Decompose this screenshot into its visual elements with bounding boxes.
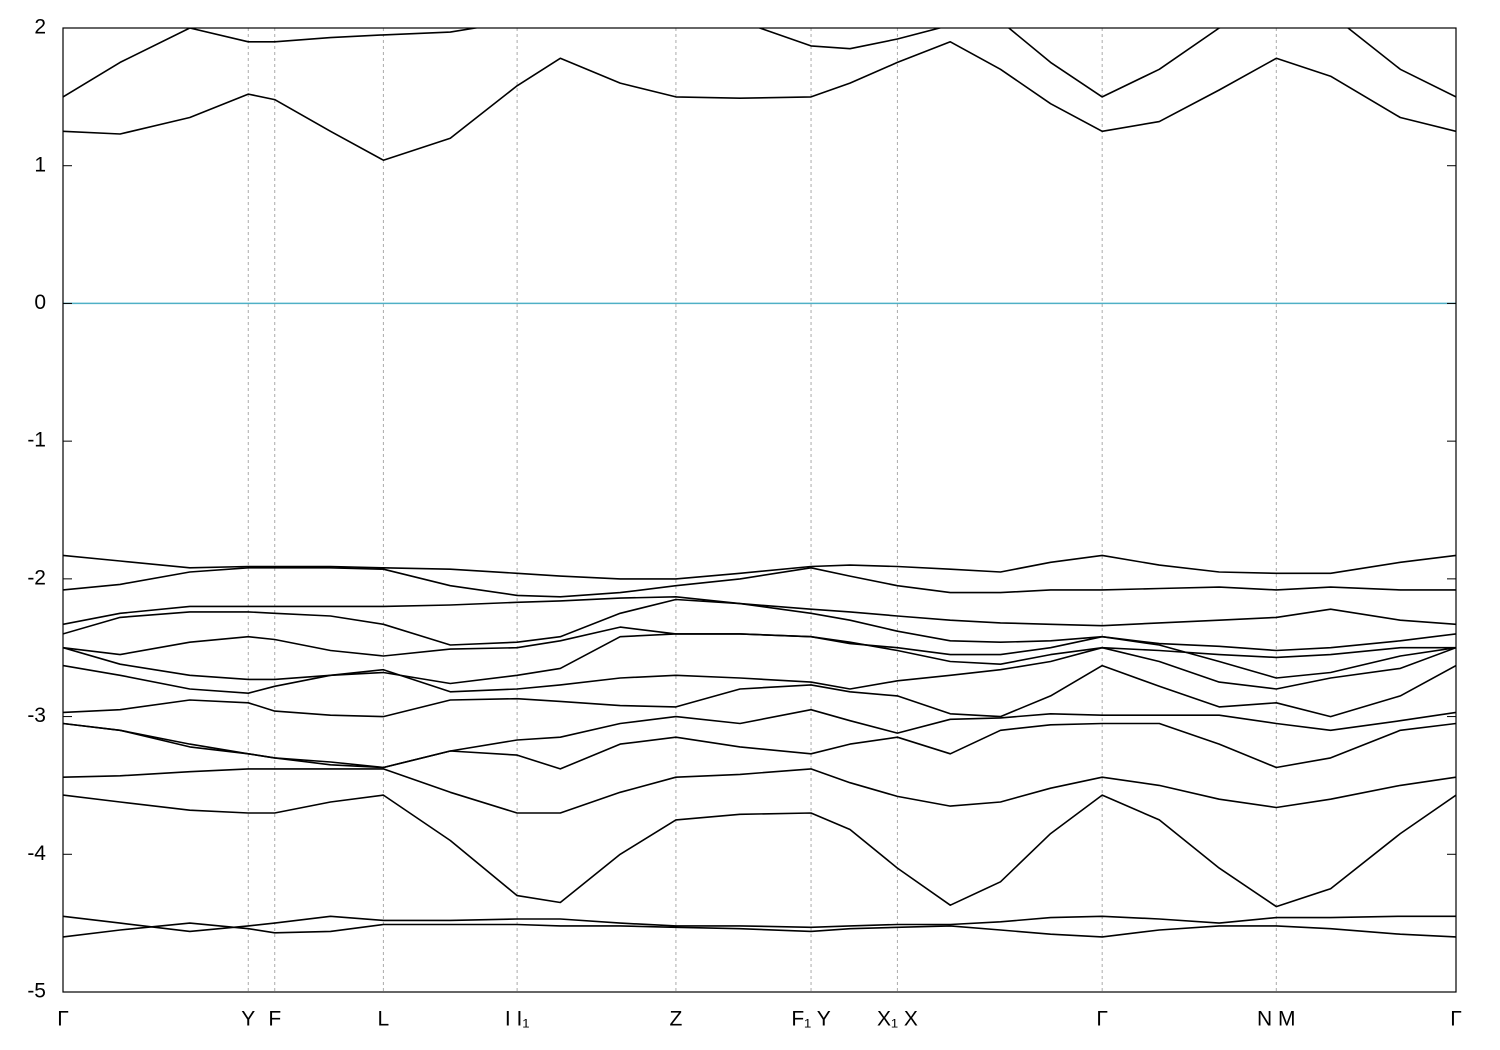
y-tick-label: -4 bbox=[27, 842, 46, 865]
x-tick-label: Y bbox=[241, 1008, 255, 1031]
x-tick-label: Z bbox=[670, 1008, 683, 1031]
band-line bbox=[63, 596, 1456, 627]
band-line bbox=[63, 915, 1456, 933]
band-line bbox=[63, 567, 1456, 598]
x-tick-label: F bbox=[268, 1008, 281, 1031]
band-line bbox=[63, 646, 1456, 694]
band-line bbox=[63, 722, 1456, 770]
band-line bbox=[63, 768, 1456, 814]
x-tick-label: F₁ Y bbox=[791, 1008, 830, 1031]
plot-frame bbox=[62, 27, 1457, 993]
y-tick-label: -1 bbox=[27, 429, 46, 452]
band-line bbox=[63, 28, 1456, 98]
band-line bbox=[63, 922, 1456, 938]
x-tick-label: Γ bbox=[57, 1008, 69, 1031]
y-tick-label: -3 bbox=[27, 704, 46, 727]
band-line bbox=[63, 626, 1456, 665]
band-line bbox=[63, 708, 1456, 769]
band-line bbox=[63, 554, 1456, 580]
x-tick-label: N M bbox=[1257, 1008, 1296, 1031]
x-tick-label: X₁ X bbox=[877, 1008, 918, 1031]
y-tick-label: -5 bbox=[27, 980, 46, 1003]
y-tick-label: 1 bbox=[34, 153, 46, 176]
y-tick-label: 0 bbox=[34, 291, 46, 314]
x-tick-label: L bbox=[378, 1008, 390, 1031]
x-tick-label: I I₁ bbox=[505, 1008, 530, 1031]
band-line bbox=[63, 664, 1456, 718]
x-tick-label: Γ bbox=[1450, 1008, 1462, 1031]
bands bbox=[63, 28, 1456, 938]
band-line bbox=[63, 41, 1456, 161]
band-line bbox=[63, 598, 1456, 652]
band-line bbox=[63, 794, 1456, 908]
x-tick-label: Γ bbox=[1096, 1008, 1108, 1031]
grid bbox=[62, 28, 1457, 992]
y-tick-label: 2 bbox=[34, 16, 46, 39]
band-line bbox=[63, 633, 1456, 685]
labels: 2 1 0 -1 -2 -3 -4 -5 Γ Y F L I I₁ Z F₁ Y X₁ X Γ N M Γ bbox=[27, 16, 1461, 1031]
y-tick-label: -2 bbox=[27, 566, 46, 589]
